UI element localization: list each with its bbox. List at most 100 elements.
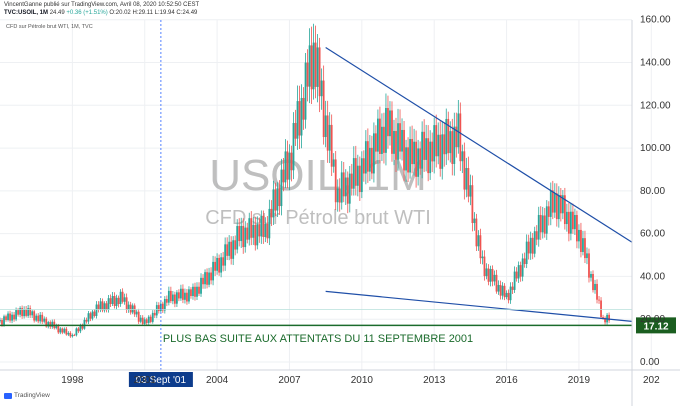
candle-body: [350, 173, 353, 189]
date-badge: [128, 372, 193, 387]
candle-body: [83, 319, 86, 329]
candle-body: [479, 235, 482, 259]
candle-body: [377, 118, 379, 152]
candle-body: [539, 214, 542, 233]
tradingview-mark-icon: [4, 392, 12, 399]
y-tick-label: 120.00: [640, 100, 671, 111]
candle-body: [173, 294, 176, 304]
candle-body: [563, 195, 566, 225]
candle-body: [147, 316, 150, 323]
candle-body: [437, 134, 440, 157]
candle-body: [266, 223, 269, 239]
candle-body: [29, 308, 32, 316]
candle-body: [320, 80, 323, 97]
candle-body: [103, 303, 106, 311]
candle-body: [284, 151, 287, 183]
candle-body: [63, 328, 66, 333]
candle-body: [9, 313, 11, 321]
x-tick-label: 2004: [206, 375, 229, 386]
candle-body: [531, 237, 534, 254]
symbol-label[interactable]: TVC:USOIL, 1M: [4, 10, 49, 16]
candle-body: [182, 288, 184, 300]
candle-body: [429, 141, 432, 174]
candle-body: [222, 257, 225, 266]
candle-body: [109, 298, 112, 304]
candle-body: [111, 295, 114, 304]
candle-body: [276, 188, 279, 211]
candle-body: [473, 218, 476, 224]
candle-body: [308, 45, 311, 87]
candle-body: [123, 297, 126, 302]
candle-body: [19, 308, 22, 315]
candle-body: [590, 273, 592, 278]
candle-body: [288, 152, 291, 180]
candle-body: [296, 101, 299, 139]
tradingview-logo[interactable]: TradingView: [4, 392, 50, 399]
candle-body: [362, 158, 365, 174]
candle-body: [381, 126, 383, 154]
candle-body: [507, 292, 510, 301]
y-tick-label: 80.00: [640, 186, 665, 197]
candle-body: [417, 148, 420, 177]
candle-body: [411, 138, 413, 165]
candle-body: [576, 215, 578, 242]
candle-body: [314, 42, 317, 87]
chart-grid: [0, 19, 652, 370]
candle-body: [157, 305, 160, 312]
candle-body: [250, 218, 253, 238]
candle-body: [232, 240, 235, 259]
candle-body: [163, 298, 166, 311]
candle-body: [304, 62, 307, 120]
candle-body: [312, 42, 315, 90]
x-tick-label: 2016: [495, 375, 518, 386]
candle-body: [584, 238, 586, 259]
candle-body: [198, 286, 200, 294]
candle-body: [348, 173, 351, 204]
price-change: +0.36 (+1.51%): [66, 10, 108, 16]
candle-body: [435, 125, 438, 157]
candle-body: [0, 320, 1, 322]
candle-body: [358, 165, 361, 193]
y-tick-label: 100.00: [640, 143, 671, 154]
candle-body: [202, 277, 204, 285]
y-tick-label: 60.00: [640, 229, 665, 240]
candle-body: [557, 194, 560, 220]
candle-body: [431, 141, 434, 162]
candle-body: [97, 304, 100, 310]
candle-body: [491, 268, 494, 282]
symbol-ohlc-line: TVC:USOIL, 1M 24.49 +0.36 (+1.51%) O:20.…: [4, 10, 197, 16]
candle-body: [47, 322, 50, 327]
candle-body: [342, 172, 345, 197]
candle-body: [567, 211, 570, 234]
candle-body: [35, 315, 38, 321]
candle-body: [588, 253, 590, 278]
candle-body: [389, 110, 391, 137]
candle-body: [465, 168, 468, 190]
candle-body: [385, 108, 387, 153]
candle-body: [298, 101, 301, 136]
candle-body: [379, 118, 381, 154]
candle-body: [85, 319, 88, 322]
candle-body: [447, 118, 450, 154]
candle-body: [59, 328, 62, 333]
candle-body: [527, 241, 530, 254]
y-tick-label: 160.00: [640, 15, 671, 26]
candle-body: [375, 133, 377, 152]
candle-body: [310, 45, 313, 90]
candle-body: [41, 314, 44, 322]
candle-body: [403, 129, 405, 171]
candle-body: [238, 226, 241, 242]
crosshair-date-label: 03 Sept '01: [136, 375, 187, 386]
candle-body: [326, 115, 329, 151]
candle-body: [13, 314, 15, 320]
candle-body: [61, 328, 64, 333]
candle-body: [139, 317, 142, 322]
candle-body: [604, 317, 606, 323]
candle-body: [572, 211, 574, 230]
candle-body: [228, 241, 231, 256]
candle-body: [262, 215, 265, 237]
candle-body: [419, 148, 422, 169]
candle-body: [485, 268, 488, 277]
candle-body: [553, 193, 556, 213]
